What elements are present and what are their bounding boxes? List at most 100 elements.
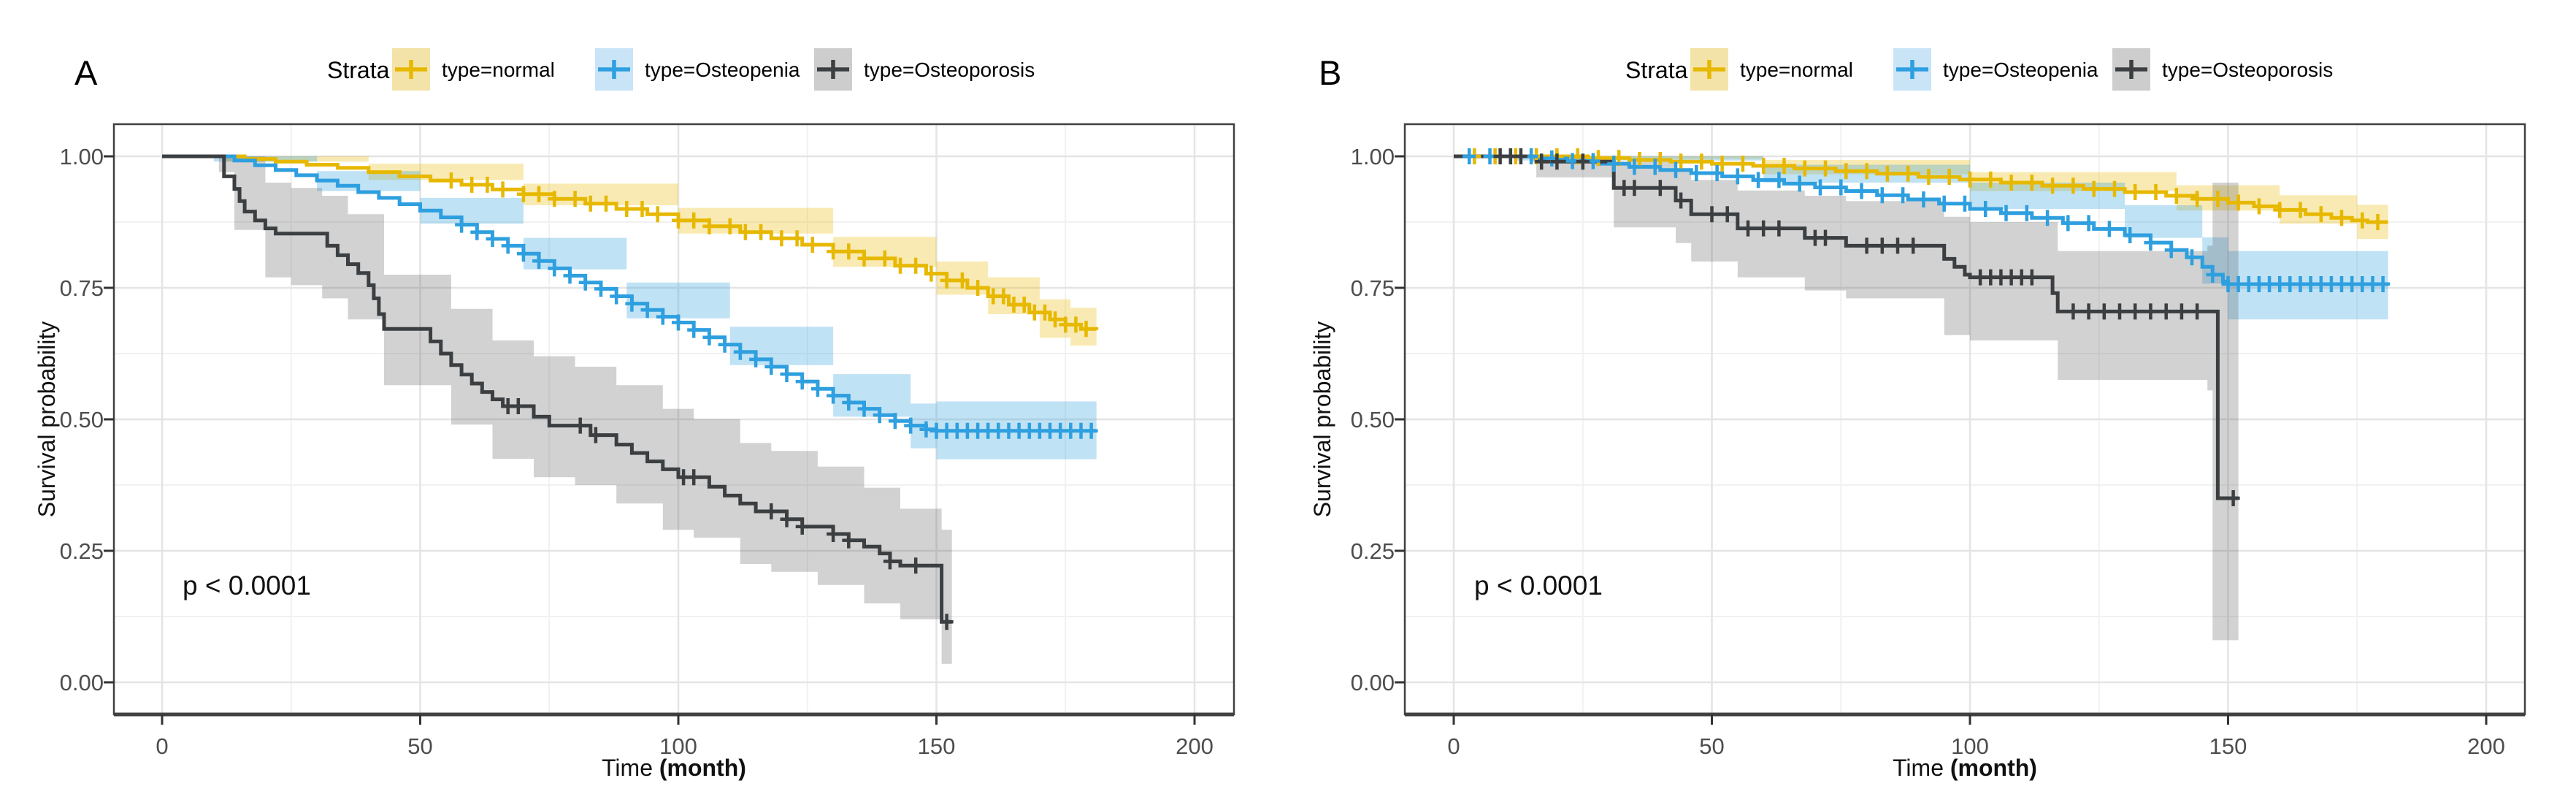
censor-mark xyxy=(2185,249,2199,266)
censor-mark xyxy=(790,230,804,247)
censor-mark xyxy=(1653,180,1667,197)
x-tick-label: 200 xyxy=(2467,733,2505,759)
censor-mark xyxy=(754,224,768,240)
censor-mark xyxy=(2314,206,2328,223)
censor-mark xyxy=(1906,237,1920,254)
censor-mark xyxy=(827,387,840,404)
censor-mark xyxy=(2128,303,2142,320)
censor-mark xyxy=(1772,220,1786,237)
censor-mark xyxy=(1607,156,1621,172)
censor-marks-type=Osteoporosis xyxy=(501,398,954,630)
censor-mark xyxy=(723,218,737,234)
censor-mark xyxy=(2082,303,2096,320)
censor-mark xyxy=(1757,158,1771,174)
censor-mark xyxy=(795,373,809,390)
ci-ribbon-type=Osteopenia xyxy=(162,156,1097,459)
censor-mark xyxy=(1463,148,1476,164)
ci-ribbon-type=normal xyxy=(162,156,1097,350)
censor-mark xyxy=(2102,221,2116,237)
censor-mark xyxy=(2144,234,2158,251)
censor-mark xyxy=(764,503,778,519)
legend-key-censor-icon xyxy=(2115,60,2147,79)
censor-mark xyxy=(455,216,469,233)
censor-mark xyxy=(1896,187,1910,204)
censor-mark xyxy=(511,398,525,414)
censor-mark xyxy=(496,181,510,198)
censor-mark xyxy=(780,366,794,383)
censor-mark xyxy=(883,553,897,570)
censor-mark xyxy=(1891,237,1904,254)
censor-mark xyxy=(1860,237,1874,254)
censor-mark xyxy=(780,511,794,527)
censor-mark xyxy=(1984,171,1998,188)
panel-b: 0 50 100 150 200 0.00 0.25 0.50 0.75 1.00 Time (mo… xyxy=(1309,48,2526,781)
legend: Strata type=normal type=Osteopenia type=Ost… xyxy=(1625,48,2333,91)
panel-a: 0 50 100 150 200 0.00 0.25 0.50 0.75 1.00 Time (mo… xyxy=(34,48,1235,781)
censor-mark xyxy=(2231,194,2245,211)
censor-marks-type=Osteopenia xyxy=(455,216,1098,439)
censor-mark xyxy=(827,243,840,260)
censor-mark xyxy=(465,176,479,193)
censor-mark xyxy=(805,237,819,253)
censor-mark xyxy=(672,314,685,331)
censor-mark xyxy=(2164,242,2178,259)
censor-mark xyxy=(1674,192,1688,209)
legend-key-censor-icon xyxy=(598,60,630,79)
y-tick-label: 0.25 xyxy=(60,538,104,564)
censor-mark xyxy=(1710,165,1724,181)
censor-mark xyxy=(548,260,561,277)
censor-mark xyxy=(2226,490,2240,506)
censor-mark xyxy=(1576,153,1590,170)
y-axis-title: Survival probability xyxy=(34,321,60,518)
censor-mark xyxy=(2293,202,2307,218)
censor-mark xyxy=(1757,220,1771,237)
censor-mark xyxy=(940,272,954,289)
x-axis-title: Time (month) xyxy=(602,755,746,781)
censor-mark xyxy=(1695,153,1709,170)
ci-ribbon-type=Osteopenia xyxy=(1454,156,2388,320)
censor-mark xyxy=(1705,206,1719,223)
censor-mark xyxy=(687,212,701,229)
censor-mark xyxy=(1049,311,1062,328)
censor-mark xyxy=(2169,188,2183,204)
censor-mark xyxy=(2174,303,2188,320)
censor-mark xyxy=(548,191,561,207)
censor-mark xyxy=(1942,169,1956,186)
y-tick-label: 0.75 xyxy=(1351,275,1395,301)
censor-mark xyxy=(764,359,778,375)
y-tick-label: 0.50 xyxy=(60,407,104,432)
y-tick-label: 1.00 xyxy=(60,144,104,169)
censor-mark xyxy=(620,201,634,217)
censor-mark xyxy=(702,218,716,234)
censor-mark xyxy=(2252,198,2266,215)
censor-mark xyxy=(1793,175,1806,192)
censor-mark xyxy=(2144,303,2158,320)
censor-marks-type=normal xyxy=(444,172,1093,338)
censor-mark xyxy=(1690,165,1703,181)
censor-mark xyxy=(625,295,639,312)
censor-mark xyxy=(2149,184,2163,200)
censor-mark xyxy=(904,417,918,434)
censor-mark xyxy=(2211,191,2225,207)
censor-mark xyxy=(1628,159,1641,175)
y-tick-label: 0.50 xyxy=(1351,407,1395,432)
y-tick-label: 0.25 xyxy=(1351,538,1395,564)
censor-mark xyxy=(775,230,789,247)
y-tick-label: 0.75 xyxy=(60,275,104,301)
x-tick-label: 100 xyxy=(1951,733,1989,759)
censor-mark xyxy=(656,308,670,325)
legend-key-censor-icon xyxy=(817,60,849,79)
censor-mark xyxy=(2082,215,2096,232)
censor-mark xyxy=(909,557,923,574)
censor-mark xyxy=(1875,187,1889,204)
censor-mark xyxy=(2004,175,2018,191)
censor-mark xyxy=(589,427,602,443)
censor-mark xyxy=(1736,156,1749,172)
censor-mark xyxy=(573,417,587,434)
censor-mark xyxy=(888,413,902,430)
censor-mark xyxy=(971,280,985,296)
gridlines xyxy=(1405,124,2525,714)
legend-item-label: type=Osteoporosis xyxy=(864,58,1035,81)
x-tick-label: 0 xyxy=(1447,733,1460,759)
